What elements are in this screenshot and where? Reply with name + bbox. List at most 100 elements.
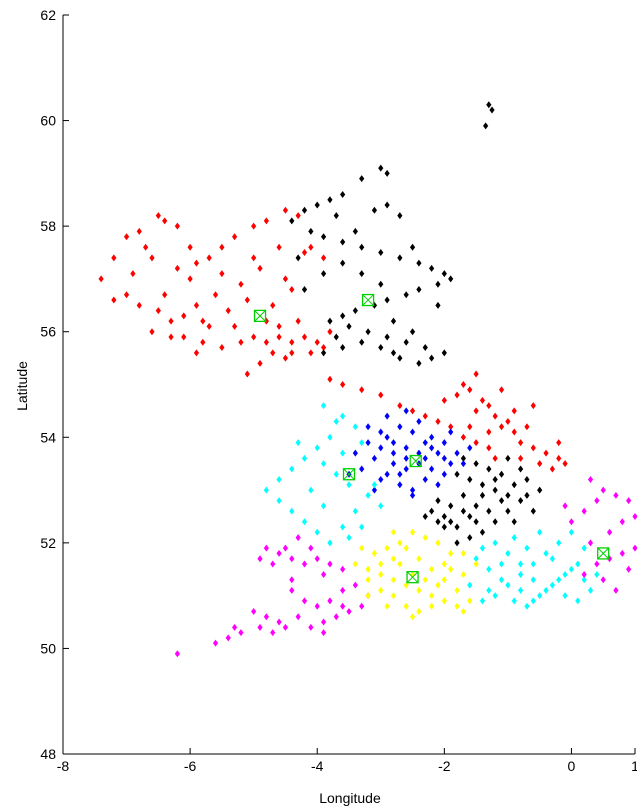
data-point — [162, 291, 168, 299]
data-point — [378, 502, 384, 510]
data-point — [130, 270, 136, 278]
y-tick-label: 56 — [40, 324, 56, 340]
data-point — [498, 470, 505, 478]
data-point — [340, 586, 346, 594]
data-point — [384, 333, 390, 341]
data-point — [498, 576, 505, 584]
data-point — [320, 571, 327, 579]
data-point — [149, 328, 155, 336]
data-point — [155, 307, 161, 315]
centroid-box — [361, 293, 375, 307]
data-point — [530, 576, 536, 584]
centroid-cross — [409, 455, 422, 467]
data-point — [346, 534, 352, 542]
data-point — [371, 549, 378, 557]
data-point — [289, 217, 295, 225]
data-point — [276, 243, 282, 251]
data-point — [483, 122, 489, 130]
data-point — [479, 396, 486, 404]
data-point — [212, 639, 219, 647]
data-point — [359, 602, 365, 610]
data-point — [257, 359, 263, 367]
data-point — [289, 285, 295, 293]
data-point — [282, 275, 289, 283]
data-point — [384, 602, 390, 610]
data-point — [327, 317, 333, 325]
data-point — [219, 270, 225, 278]
data-point — [206, 322, 212, 330]
data-point — [346, 322, 352, 330]
data-point — [511, 597, 517, 605]
data-point — [397, 470, 403, 478]
data-point — [371, 206, 378, 214]
data-point — [441, 349, 447, 357]
data-point — [378, 586, 384, 594]
data-points — [98, 101, 637, 658]
data-point — [409, 328, 416, 336]
data-point — [594, 560, 600, 568]
data-point — [155, 212, 161, 220]
data-point — [314, 555, 320, 563]
data-point — [556, 576, 562, 584]
data-point — [270, 629, 276, 637]
data-point — [460, 507, 466, 515]
data-point — [390, 349, 397, 357]
data-point — [371, 486, 378, 494]
data-point — [518, 497, 524, 505]
data-point — [378, 571, 384, 579]
data-point — [174, 650, 180, 658]
data-point — [530, 402, 536, 410]
data-point — [320, 254, 327, 262]
data-point — [613, 491, 619, 499]
data-point — [365, 592, 371, 600]
data-point — [390, 439, 397, 447]
data-point — [397, 254, 403, 262]
data-point — [530, 597, 536, 605]
data-point — [473, 460, 479, 468]
data-point — [403, 465, 409, 473]
data-point — [435, 518, 441, 526]
data-point — [320, 344, 327, 352]
data-point — [492, 486, 498, 494]
data-point — [333, 613, 339, 621]
data-point — [518, 439, 524, 447]
data-point — [460, 607, 466, 615]
data-point — [626, 565, 632, 573]
data-point — [378, 164, 384, 172]
data-point — [416, 285, 422, 293]
data-point — [359, 523, 365, 531]
data-point — [98, 275, 104, 283]
data-point — [422, 576, 428, 584]
data-point — [270, 301, 276, 309]
y-tick-label: 50 — [40, 640, 56, 656]
centroid-cross — [362, 294, 374, 306]
data-point — [416, 259, 422, 267]
data-point — [340, 238, 346, 246]
data-point — [340, 190, 346, 198]
data-point — [333, 417, 339, 425]
data-point — [282, 354, 289, 362]
data-point — [549, 555, 555, 563]
data-point — [448, 428, 454, 436]
data-point — [581, 507, 587, 515]
data-point — [587, 476, 594, 484]
data-point — [289, 555, 295, 563]
data-point — [301, 518, 308, 526]
data-point — [365, 491, 371, 499]
data-point — [327, 560, 333, 568]
data-point — [454, 602, 460, 610]
data-point — [314, 602, 320, 610]
data-point — [454, 539, 460, 547]
data-point — [429, 433, 435, 441]
data-point — [168, 317, 174, 325]
data-point — [549, 465, 555, 473]
data-point — [320, 460, 327, 468]
data-point — [308, 243, 314, 251]
y-tick-label: 62 — [40, 7, 56, 23]
data-point — [562, 502, 568, 510]
data-point — [435, 280, 441, 288]
data-point — [238, 280, 244, 288]
data-point — [454, 523, 460, 531]
data-point — [378, 280, 384, 288]
data-point — [327, 328, 333, 336]
